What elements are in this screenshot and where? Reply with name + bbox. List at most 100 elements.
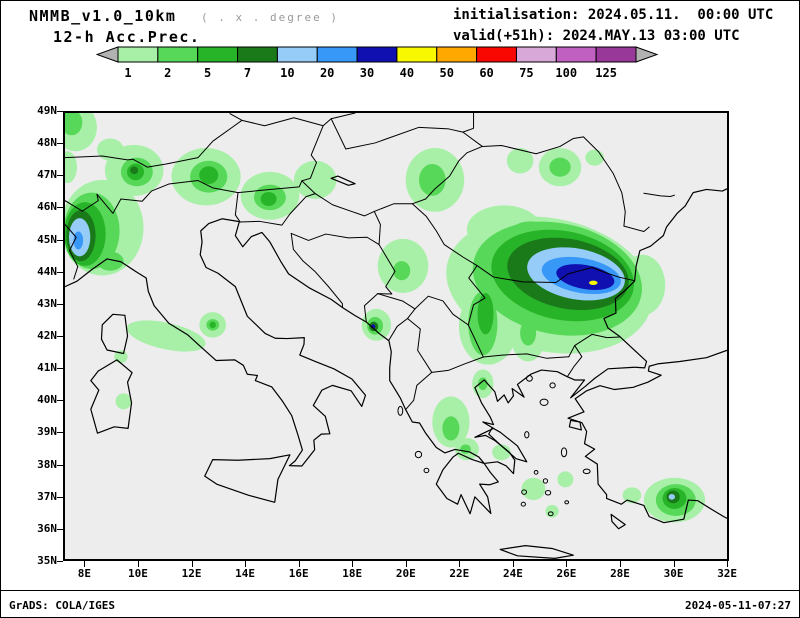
- lon-tick-label: 28E: [610, 567, 630, 580]
- lat-tick-mark: [57, 175, 63, 177]
- colorbar-label: 5: [204, 66, 212, 80]
- lon-tick-mark: [512, 561, 514, 567]
- lat-tick-label: 39N: [37, 425, 57, 439]
- lon-tick-label: 22E: [449, 567, 470, 580]
- lat-tick-label: 38N: [37, 457, 57, 471]
- lon-tick-mark: [620, 561, 621, 567]
- lat-tick-label: 49N: [37, 104, 57, 117]
- colorbar-segment-125: [595, 46, 637, 63]
- valid-time: valid(+51h): 2024.MAY.13 03:00 UTC: [453, 28, 740, 44]
- lon-tick-label: 32E: [717, 567, 738, 580]
- precip-cell-level-1: [492, 444, 511, 461]
- colorbar-arrow: [635, 46, 659, 63]
- lat-tick-label: 44N: [37, 264, 57, 278]
- lat-tick-mark: [57, 111, 63, 112]
- model-title: NMMB_v1.0_10km: [29, 7, 177, 25]
- colorbar-segment-75: [515, 46, 557, 63]
- colorbar-label: 2: [164, 66, 172, 80]
- colorbar-segment-7: [237, 46, 278, 63]
- lon-tick-label: 12E: [181, 567, 202, 580]
- resolution-note: ( . x . degree ): [201, 11, 339, 24]
- lat-tick-mark: [57, 464, 63, 466]
- precip-cell-level-1: [521, 477, 546, 501]
- lon-tick-label: 26E: [556, 567, 577, 580]
- lon-tick-mark: [673, 561, 675, 567]
- precip-cell-level-1: [65, 151, 77, 184]
- lon-tick-label: 8E: [77, 567, 92, 580]
- precip-cell-level-5: [260, 192, 277, 207]
- colorbar-segment-60: [476, 46, 517, 63]
- lon-tick-label: 30E: [663, 567, 684, 580]
- lon-tick-mark: [137, 561, 139, 567]
- lat-tick-mark: [57, 432, 63, 434]
- map-plot: [65, 113, 727, 559]
- lat-tick-mark: [57, 143, 63, 145]
- colorbar-label: 75: [519, 66, 534, 80]
- colorbar-segment-50: [436, 46, 478, 63]
- precip-cell-level-2: [96, 251, 124, 271]
- colorbar-svg: [95, 46, 659, 63]
- precip-cell-level-1: [96, 138, 124, 161]
- colorbar-arrow: [95, 46, 119, 63]
- lon-tick-mark: [245, 561, 247, 567]
- lat-tick-mark: [57, 496, 63, 498]
- lat-tick-mark: [57, 303, 63, 305]
- lon-tick-label: 14E: [235, 567, 256, 580]
- colorbar-segment-100: [555, 46, 597, 63]
- lat-tick-label: 40N: [37, 393, 57, 407]
- lat-tick-label: 37N: [37, 489, 57, 503]
- precip-cell-level-40: [589, 280, 598, 286]
- colorbar-label: 100: [555, 66, 578, 80]
- lat-tick-mark: [57, 271, 63, 273]
- colorbar-segment-40: [396, 46, 438, 63]
- precip-cell-level-1: [585, 149, 604, 166]
- lat-tick-label: 36N: [37, 521, 57, 535]
- colorbar-label: 10: [280, 66, 295, 80]
- colorbar-label: 50: [439, 66, 454, 80]
- lon-tick-mark: [459, 561, 461, 567]
- grads-credit: GrADS: COLA/IGES: [9, 599, 115, 612]
- precip-cell-level-1: [622, 487, 642, 504]
- precip-cell-level-2: [442, 416, 460, 441]
- precip-cell-level-2: [418, 163, 446, 196]
- lat-tick-label: 47N: [37, 168, 57, 182]
- precip-cell-level-2: [549, 157, 571, 177]
- creation-timestamp: 2024-05-11-07:27: [685, 599, 791, 612]
- lat-tick-mark: [57, 528, 63, 530]
- lon-tick-label: 10E: [128, 567, 148, 580]
- colorbar: 1 2 5 7 10 20 30 40 50 60 75 100 125: [95, 46, 662, 82]
- lon-tick-label: 20E: [395, 567, 416, 580]
- country-borders: [65, 113, 674, 410]
- lat-tick-mark: [57, 368, 63, 370]
- lat-tick-label: 45N: [37, 232, 57, 246]
- precip-cell-level-20: [73, 231, 84, 250]
- colorbar-segment-30: [356, 46, 398, 63]
- lat-tick-mark: [57, 207, 63, 209]
- colorbar-label: 20: [319, 66, 335, 80]
- precip-cell-level-1: [506, 148, 534, 174]
- lat-tick-mark: [57, 400, 63, 402]
- colorbar-label: 7: [243, 66, 252, 80]
- field-title: 12-h Acc.Prec.: [53, 28, 201, 46]
- lon-tick-mark: [191, 561, 193, 567]
- lat-tick-label: 48N: [37, 136, 57, 150]
- colorbar-segment-2: [157, 46, 199, 63]
- precip-cell-level-5: [209, 321, 216, 329]
- footer-divider: [1, 590, 799, 591]
- lat-tick-label: 43N: [37, 296, 57, 310]
- lat-tick-label: 41N: [37, 361, 57, 375]
- lat-tick-label: 46N: [37, 200, 57, 214]
- colorbar-label: 125: [595, 66, 617, 80]
- lat-tick-mark: [57, 239, 63, 241]
- lon-tick-label: 18E: [342, 567, 363, 580]
- lat-tick-mark: [57, 561, 63, 562]
- precip-cell-level-1: [293, 160, 337, 200]
- precip-cell-level-5: [199, 166, 219, 185]
- precipitation-shading: [65, 113, 706, 523]
- precip-cell-level-1: [557, 471, 574, 488]
- lon-tick-label: 24E: [502, 567, 523, 580]
- lat-tick-label: 35N: [37, 554, 57, 567]
- precip-cell-level-10: [668, 494, 676, 500]
- colorbar-label: 60: [479, 66, 494, 80]
- precip-cell-level-5: [477, 292, 494, 335]
